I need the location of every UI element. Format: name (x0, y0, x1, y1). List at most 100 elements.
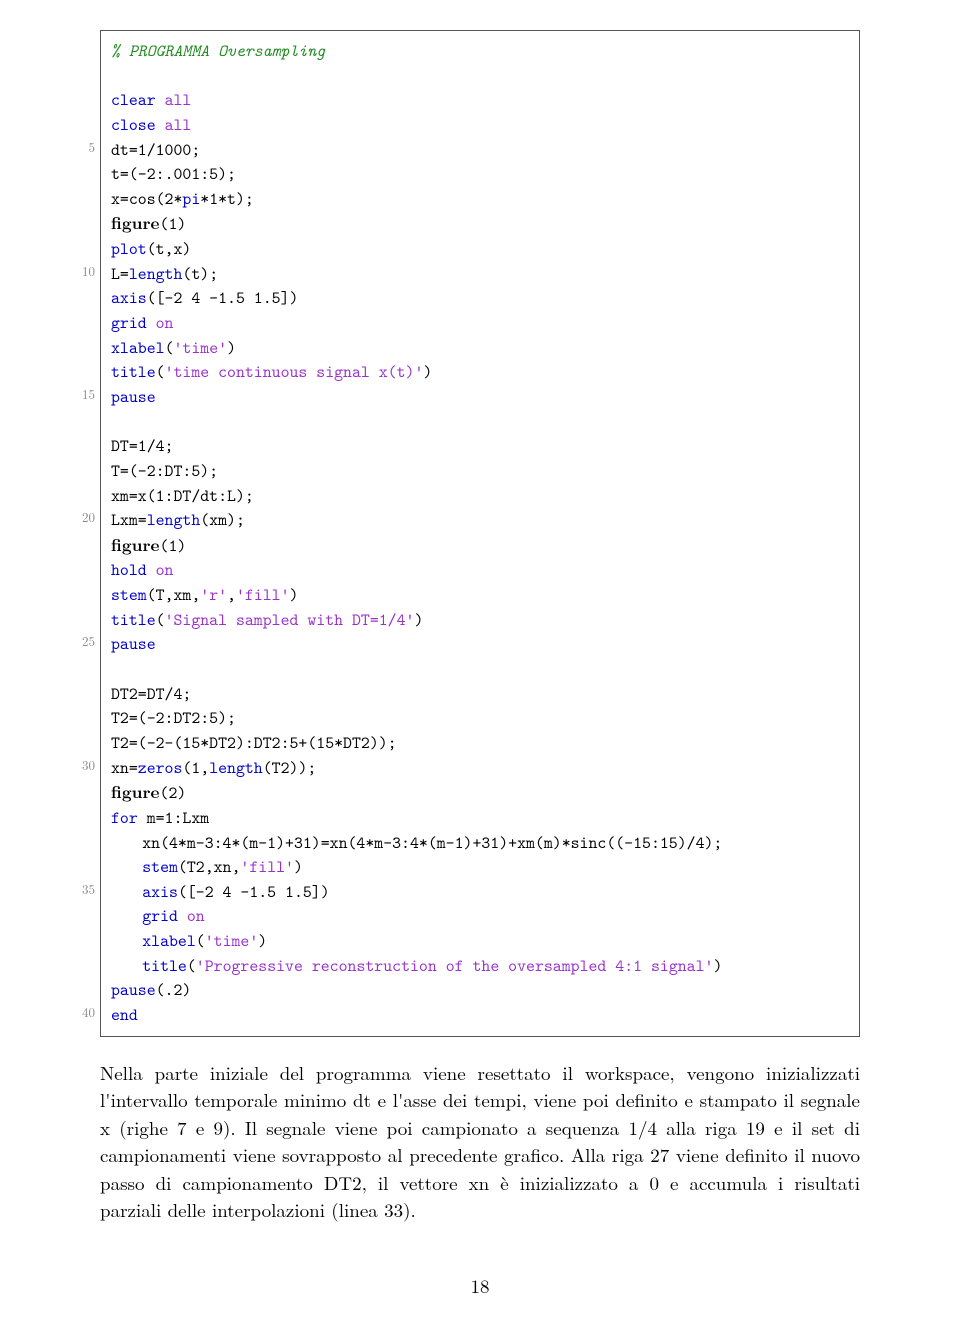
code-content: xn=zeros(1,length(T2)); (111, 756, 316, 781)
code-line: 20Lxm=length(xm); (111, 508, 849, 533)
code-token: Lxm= (111, 509, 147, 531)
code-token: title (111, 609, 156, 631)
code-token: dt=1/1000; (111, 139, 200, 161)
code-line: figure(2) (111, 780, 849, 806)
code-token: xn(4*m-3:4*(m-1)+31)=xn(4*m-3:4*(m-1)+31… (142, 832, 722, 854)
code-content: t=(-2:.001:5); (111, 162, 236, 187)
code-content: axis([-2 4 -1.5 1.5]) (111, 286, 298, 311)
code-line (111, 657, 849, 682)
code-content: clear all (111, 88, 191, 113)
code-token: figure (111, 533, 160, 557)
code-line: xn(4*m-3:4*(m-1)+31)=xn(4*m-3:4*(m-1)+31… (111, 831, 849, 856)
code-token: x=cos(2* (111, 188, 182, 210)
code-content: title('time continuous signal x(t)') (111, 360, 432, 385)
code-line: hold on (111, 558, 849, 583)
code-token: (1, (182, 757, 209, 779)
code-line: pause(.2) (111, 978, 849, 1003)
code-token: t=(-2:.001:5); (111, 163, 236, 185)
code-token: (T2)); (263, 757, 317, 779)
code-line: stem(T,xm,'r','fill') (111, 583, 849, 608)
line-number: 40 (69, 1003, 95, 1022)
code-token: pause (111, 633, 156, 655)
code-content: xm=x(1:DT/dt:L); (111, 484, 254, 509)
code-content: x=cos(2*pi*1*t); (111, 187, 254, 212)
code-line: 30xn=zeros(1,length(T2)); (111, 756, 849, 781)
code-line: xlabel('time') (111, 336, 849, 361)
code-token: xm=x(1:DT/dt:L); (111, 485, 254, 507)
code-line: 25pause (111, 632, 849, 657)
code-content: close all (111, 113, 191, 138)
code-content: plot(t,x) (111, 237, 191, 262)
code-token: on (156, 559, 174, 581)
code-token: xlabel (111, 337, 165, 359)
code-line: DT=1/4; (111, 434, 849, 459)
code-token: 'Progressive reconstruction of the overs… (196, 955, 714, 977)
code-content: figure(1) (111, 211, 186, 237)
code-line: 10L=length(t); (111, 262, 849, 287)
code-token: ( (165, 337, 174, 359)
code-content: % PROGRAMMA Oversampling (111, 39, 325, 64)
line-number: 15 (69, 385, 95, 404)
code-token: ( (196, 930, 205, 952)
code-token: ) (423, 361, 432, 383)
line-number: 10 (69, 262, 95, 281)
code-content: xlabel('time') (111, 336, 236, 361)
code-line: T=(-2:DT:5); (111, 459, 849, 484)
code-token: grid (111, 312, 156, 334)
code-token: grid (142, 905, 187, 927)
code-line: figure(1) (111, 533, 849, 559)
code-token: m=1:Lxm (147, 807, 209, 829)
code-line: title('time continuous signal x(t)') (111, 360, 849, 385)
code-content: stem(T,xm,'r','fill') (111, 583, 298, 608)
code-line (111, 410, 849, 435)
code-content: hold on (111, 558, 173, 583)
code-line: stem(T2,xn,'fill') (111, 855, 849, 880)
code-token: axis (142, 881, 178, 903)
code-token: zeros (138, 757, 183, 779)
code-token: 'fill' (236, 584, 290, 606)
code-token: T2=(-2-(15*DT2):DT2:5+(15*DT2)); (111, 732, 397, 754)
line-number: 20 (69, 508, 95, 527)
code-token: all (165, 114, 192, 136)
code-content: DT=1/4; (111, 434, 173, 459)
code-token: (t,x) (147, 238, 192, 260)
code-token: title (142, 955, 187, 977)
code-token: ( (156, 609, 165, 631)
code-token: stem (142, 856, 178, 878)
code-token: T=(-2:DT:5); (111, 460, 218, 482)
code-token: 'r' (200, 584, 227, 606)
code-line: T2=(-2-(15*DT2):DT2:5+(15*DT2)); (111, 731, 849, 756)
code-line: grid on (111, 904, 849, 929)
code-token: ) (258, 930, 267, 952)
code-line: T2=(-2:DT2:5); (111, 706, 849, 731)
code-content: DT2=DT/4; (111, 682, 191, 707)
code-content: figure(1) (111, 533, 186, 559)
code-content: T2=(-2-(15*DT2):DT2:5+(15*DT2)); (111, 731, 397, 756)
code-line: for m=1:Lxm (111, 806, 849, 831)
code-content: stem(T2,xn,'fill') (111, 855, 303, 880)
code-line: 35axis([-2 4 -1.5 1.5]) (111, 880, 849, 905)
code-content: pause(.2) (111, 978, 191, 1003)
code-line: DT2=DT/4; (111, 682, 849, 707)
line-number: 30 (69, 756, 95, 775)
code-line: xlabel('time') (111, 929, 849, 954)
code-token: plot (111, 238, 147, 260)
code-line: plot(t,x) (111, 237, 849, 262)
code-token: ( (156, 361, 165, 383)
code-token: (1) (160, 535, 187, 557)
code-token: ([-2 4 -1.5 1.5]) (178, 881, 330, 903)
code-line: axis([-2 4 -1.5 1.5]) (111, 286, 849, 311)
code-content: T2=(-2:DT2:5); (111, 706, 236, 731)
code-token: all (165, 89, 192, 111)
code-token: *1*t); (200, 188, 254, 210)
code-listing: % PROGRAMMA Oversampling clear allclose … (100, 30, 860, 1037)
code-content: end (111, 1003, 138, 1028)
code-content: grid on (111, 311, 173, 336)
page-container: % PROGRAMMA Oversampling clear allclose … (0, 0, 960, 1339)
code-content: pause (111, 385, 156, 410)
code-token: 'time' (205, 930, 259, 952)
line-number: 25 (69, 632, 95, 651)
code-token: axis (111, 287, 147, 309)
code-token: (2) (160, 782, 187, 804)
code-token: length (209, 757, 263, 779)
